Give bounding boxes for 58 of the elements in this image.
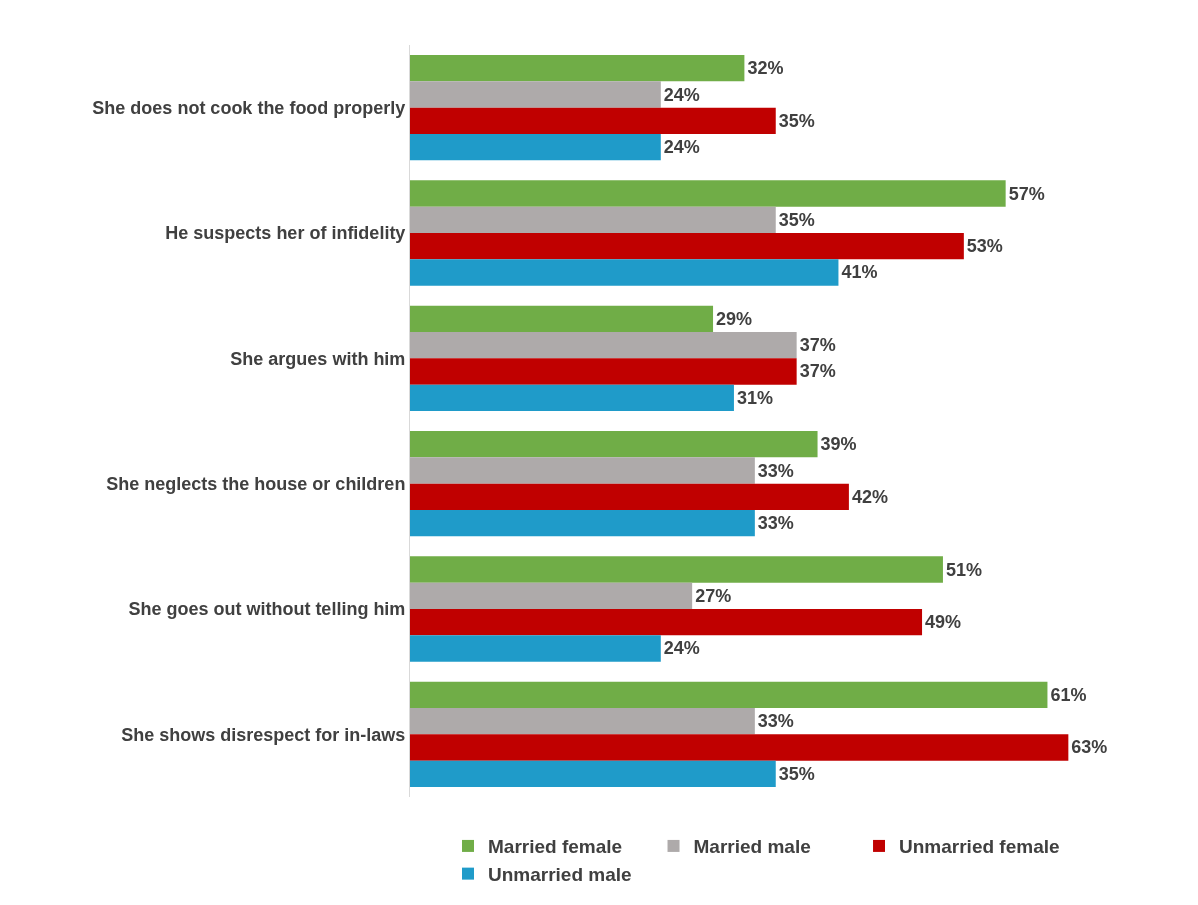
bar [410,509,755,537]
data-label: 61% [1050,684,1087,705]
data-label: 32% [747,58,784,79]
bar [410,760,776,787]
y-tick-label: She goes out without telling him [128,599,406,620]
bar [410,233,964,260]
bar [410,609,923,636]
legend-label: Married male [693,836,811,858]
data-label: 33% [757,513,794,534]
y-tick-label: He suspects her of infidelity [165,223,406,244]
bar [410,457,755,484]
data-label: 57% [1008,183,1045,204]
data-label: 41% [841,262,878,283]
bar [410,635,661,662]
legend-label: Unmarried female [899,836,1060,858]
bar [410,431,818,458]
data-label: 29% [716,308,753,329]
bar [410,582,693,609]
bar [410,358,797,385]
data-label: 33% [757,460,794,481]
data-label: 35% [778,763,815,784]
legend-label: Unmarried male [488,864,632,886]
bar [410,180,1006,207]
data-label: 35% [778,110,815,131]
data-label: 37% [799,361,836,382]
y-tick-label: She does not cook the food properly [92,97,406,118]
y-tick-label: She argues with him [230,348,406,369]
data-label: 37% [799,335,836,356]
legend-label: Married female [488,836,623,858]
bar [410,133,661,161]
bar [410,681,1048,709]
y-tick-label: She shows disrespect for in-laws [121,724,406,745]
bar [410,708,755,735]
data-label: 42% [851,486,888,507]
data-label: 63% [1071,737,1108,758]
bar [410,556,943,583]
bar [410,55,745,82]
bar [410,384,734,411]
data-label: 24% [663,84,700,105]
data-label: 49% [925,612,962,633]
data-label: 24% [663,137,700,158]
data-label: 35% [778,209,815,230]
data-label: 27% [695,585,732,606]
bar [410,107,776,134]
data-label: 39% [820,434,857,455]
data-label: 51% [945,559,982,580]
bar [410,483,849,510]
bar [410,206,776,233]
bar [410,332,797,359]
data-label: 33% [757,711,794,732]
bar [410,305,714,333]
data-label: 24% [663,638,700,659]
data-label: 31% [736,387,773,408]
y-tick-label: She neglects the house or children [106,473,406,494]
data-label: 53% [966,236,1003,257]
bar [410,734,1069,761]
bar [410,259,839,286]
bar [410,81,661,108]
